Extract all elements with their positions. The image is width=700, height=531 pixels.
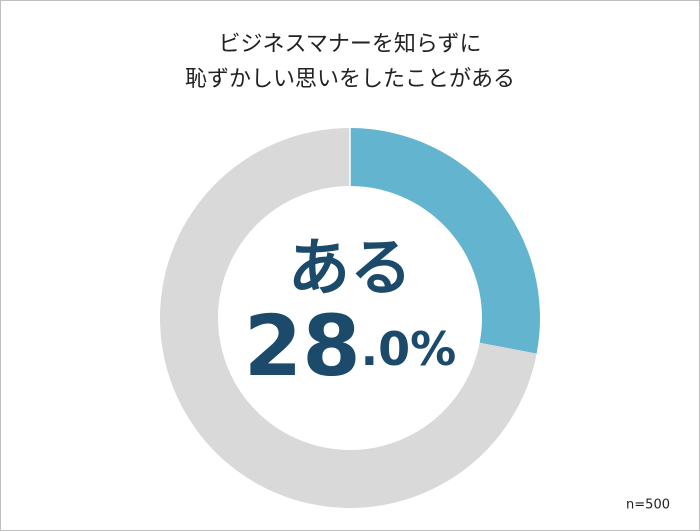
donut-slice: [350, 128, 540, 354]
center-label: ある: [288, 231, 412, 304]
chart-title: ビジネスマナーを知らずに: [219, 32, 482, 57]
value-label-decimal: .0%: [361, 322, 457, 376]
value-label: 28.0%: [244, 297, 456, 395]
donut-slice: [160, 128, 537, 509]
value-label-main: 28: [244, 297, 361, 395]
chart-title: 恥ずかしい思いをしたことがある: [185, 67, 515, 92]
note: n=500: [626, 498, 670, 513]
